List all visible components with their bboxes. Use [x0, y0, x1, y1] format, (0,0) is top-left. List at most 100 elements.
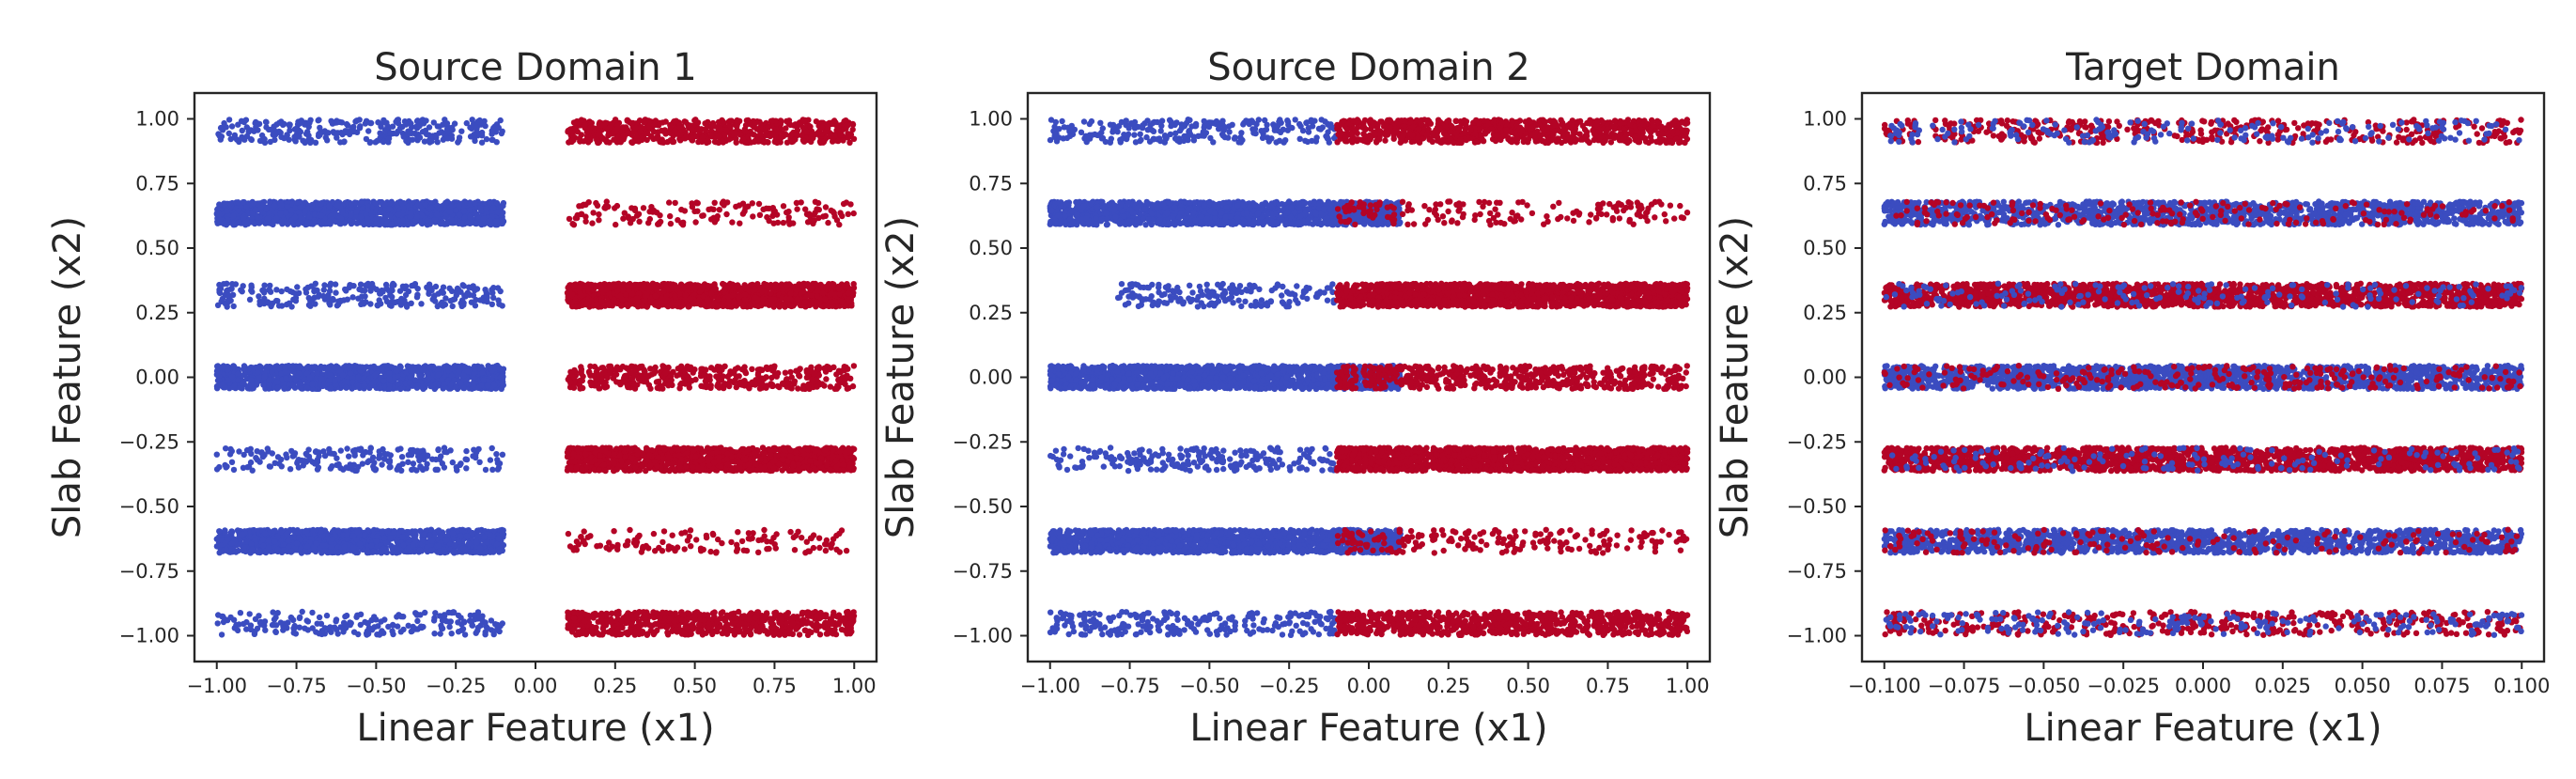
data-point [642, 119, 647, 125]
data-point [412, 281, 418, 287]
data-point [618, 303, 624, 308]
data-point [572, 125, 578, 131]
data-point [224, 208, 229, 213]
data-point [692, 219, 698, 225]
data-point [737, 221, 742, 226]
data-point [781, 203, 786, 209]
data-point [579, 117, 584, 122]
data-point [748, 282, 753, 288]
data-point [354, 130, 360, 135]
data-point [653, 293, 659, 299]
data-point [736, 294, 741, 300]
data-point [469, 285, 474, 290]
data-point [677, 137, 683, 143]
data-point [320, 293, 326, 299]
data-point [667, 213, 673, 219]
data-point [685, 304, 691, 309]
data-point [801, 139, 807, 145]
data-point [281, 135, 287, 141]
data-point [785, 120, 791, 126]
data-point [350, 283, 356, 288]
data-point [846, 211, 851, 217]
data-point [425, 218, 430, 224]
data-point [636, 211, 642, 217]
data-point [442, 200, 448, 206]
data-point [318, 201, 324, 207]
data-point [487, 218, 492, 224]
data-point [324, 137, 330, 143]
data-point [825, 303, 830, 308]
data-point [285, 204, 290, 210]
data-point [662, 127, 668, 132]
data-point [785, 282, 791, 288]
data-point [592, 283, 597, 288]
data-point [501, 200, 506, 206]
data-point [373, 139, 379, 145]
data-point [807, 124, 813, 130]
data-point [829, 290, 834, 296]
data-point [586, 199, 592, 205]
data-point [238, 288, 243, 293]
data-point [447, 209, 453, 214]
data-point [839, 299, 845, 304]
data-point [660, 288, 666, 294]
data-point [583, 301, 589, 306]
data-point [316, 294, 321, 300]
data-point [226, 298, 232, 304]
data-point [467, 207, 473, 212]
data-point [220, 296, 225, 302]
data-point [316, 117, 321, 123]
data-point [263, 124, 269, 130]
data-point [439, 220, 444, 226]
data-point [272, 203, 277, 209]
data-point [439, 288, 444, 294]
data-point [745, 204, 751, 210]
data-point [431, 217, 437, 223]
data-point [712, 200, 718, 206]
data-point [493, 218, 499, 224]
data-point [808, 139, 814, 145]
data-point [434, 211, 440, 217]
data-point [747, 121, 753, 127]
data-point [734, 123, 739, 129]
data-point [815, 200, 821, 206]
data-point [680, 222, 686, 227]
data-point [615, 281, 621, 287]
data-point [697, 288, 703, 294]
data-point [442, 295, 448, 301]
data-point [627, 119, 632, 125]
data-point [345, 122, 350, 128]
data-point [579, 203, 584, 209]
data-point [823, 204, 829, 210]
data-point [255, 214, 260, 220]
data-point [414, 294, 420, 300]
data-point [357, 123, 363, 129]
data-point [582, 284, 588, 289]
data-point [582, 213, 588, 219]
data-point [380, 288, 385, 294]
data-point [701, 212, 706, 218]
data-point [448, 217, 454, 223]
data-point [795, 296, 800, 302]
data-point [229, 123, 235, 129]
data-point [225, 287, 230, 292]
data-point [728, 117, 734, 123]
data-point [472, 200, 477, 206]
data-point [748, 303, 753, 308]
data-point [634, 295, 640, 301]
data-point [251, 201, 256, 207]
data-point [614, 134, 620, 140]
data-point [417, 134, 423, 140]
data-point [613, 222, 618, 227]
data-point [450, 304, 456, 309]
data-point [256, 364, 262, 369]
data-point [500, 210, 505, 215]
data-point [596, 217, 601, 223]
data-point [271, 124, 276, 130]
data-point [256, 220, 262, 226]
data-point [458, 289, 463, 295]
data-point [230, 213, 236, 219]
data-point [819, 125, 825, 131]
data-point [792, 136, 798, 142]
data-point [675, 300, 681, 305]
